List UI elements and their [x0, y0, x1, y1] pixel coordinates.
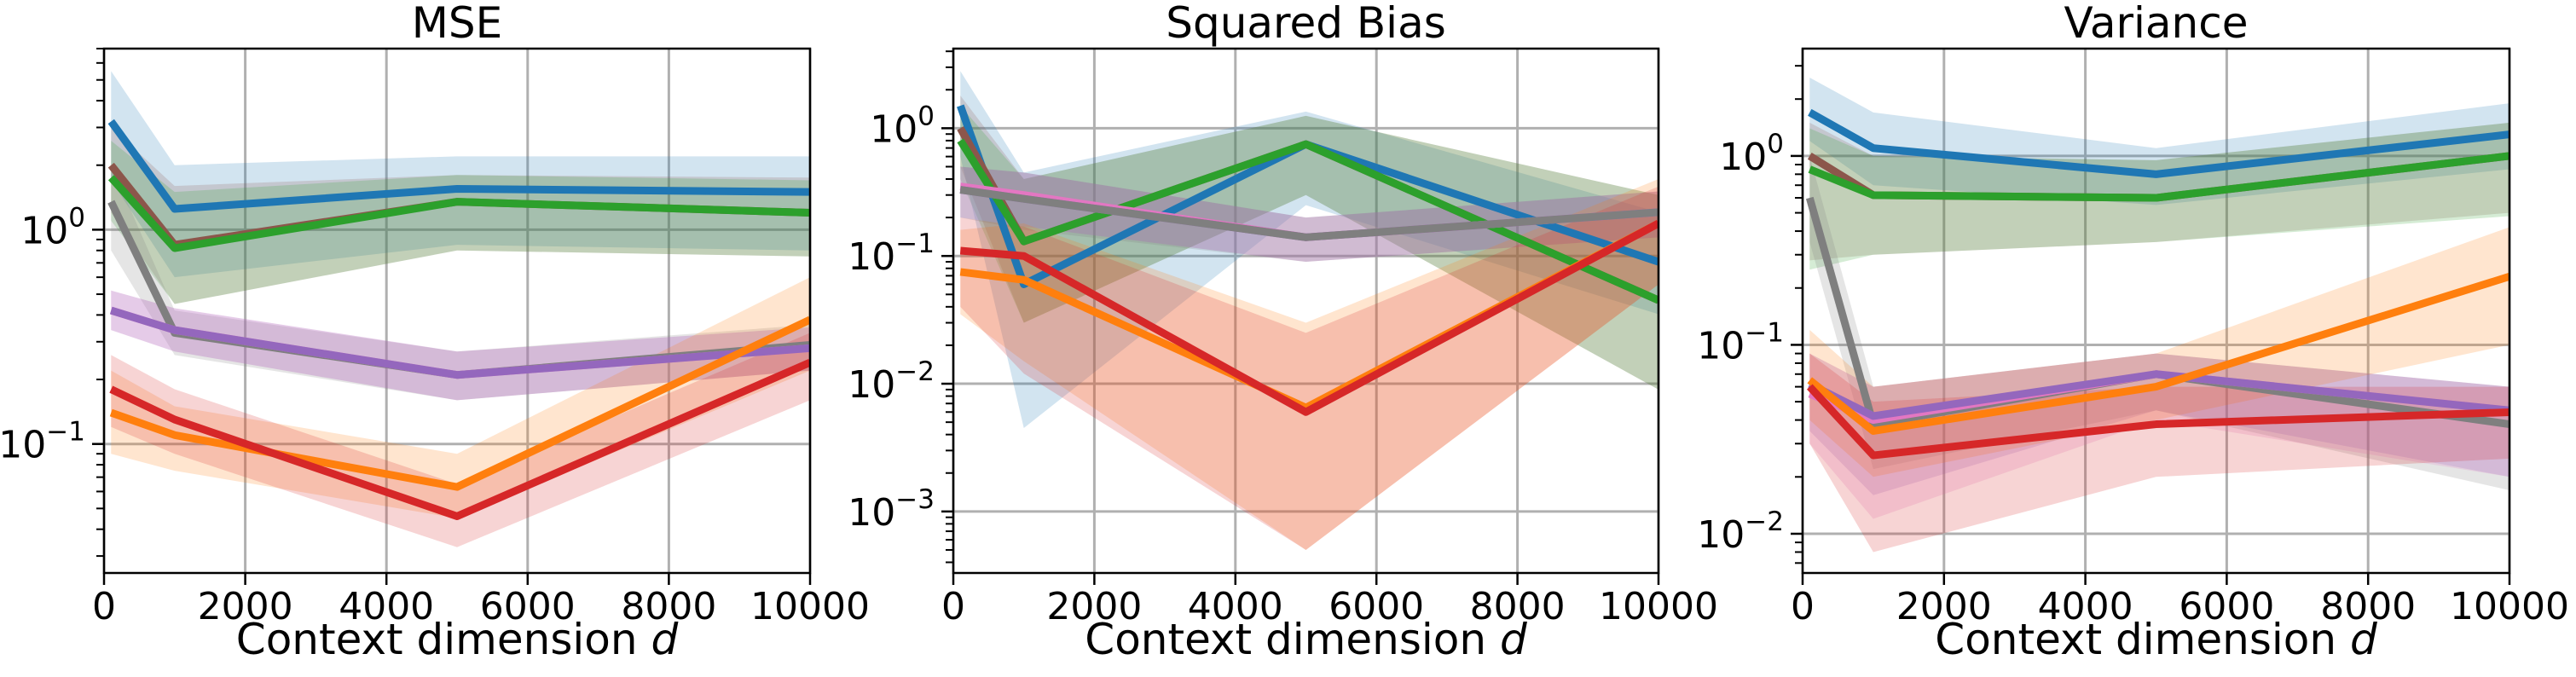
- x-tick-label: 10000: [750, 585, 870, 628]
- x-tick-label: 8000: [2320, 585, 2416, 628]
- series-line-red: [959, 219, 1658, 416]
- confidence-bands: [960, 71, 1658, 550]
- series-line-purple: [109, 306, 810, 379]
- x-tick-label: 6000: [480, 585, 576, 628]
- plot-frame: [1801, 47, 2511, 575]
- x-tick-label: 4000: [1188, 585, 1283, 628]
- band-green: [111, 141, 810, 304]
- x-tick-label: 0: [92, 585, 116, 628]
- x-tick-label: 6000: [1329, 585, 1424, 628]
- x-axis-label: Context dimension d: [1085, 615, 1527, 664]
- series-line-green: [1808, 152, 2509, 202]
- series-line-blue: [107, 119, 810, 213]
- minor-ticks: [946, 50, 953, 564]
- x-tick-label: 4000: [339, 585, 434, 628]
- chart-title: MSE: [412, 0, 502, 48]
- x-tick-label: 8000: [621, 585, 716, 628]
- x-tick-label: 4000: [2038, 585, 2133, 628]
- x-tick-label: 2000: [198, 585, 293, 628]
- chart-panel-1: 0 2000 4000 6000 8000 10000 10−1 100 MSE Context …: [0, 0, 870, 664]
- chart-panel-2: 0 2000 4000 6000 8000 10000 10−3 10−2 10−1 100 Squ…: [848, 0, 1718, 664]
- series-line-purple: [1808, 370, 2509, 420]
- y-tick-label: 10−2: [848, 356, 935, 407]
- chart-title: Squared Bias: [1166, 0, 1446, 48]
- x-tick-label: 8000: [1470, 585, 1566, 628]
- series-lines: [957, 104, 1658, 416]
- series-line-orange: [1807, 273, 2509, 435]
- x-tick-label: 10000: [1599, 585, 1718, 628]
- x-tick-label: 10000: [2450, 585, 2569, 628]
- x-tick-label: 0: [1791, 585, 1815, 628]
- y-tick-label: 10−2: [1697, 506, 1784, 557]
- x-tick-label: 2000: [1896, 585, 1992, 628]
- series-line-gray: [959, 186, 1658, 241]
- band-gray: [111, 165, 810, 401]
- band-gray: [960, 166, 1658, 263]
- band-orange: [960, 179, 1658, 550]
- band-green: [960, 105, 1658, 390]
- y-tick-label: 10−1: [0, 417, 85, 467]
- y-tick-label: 100: [870, 101, 935, 151]
- x-axis-label: Context dimension d: [1935, 615, 2377, 664]
- series-lines: [1805, 108, 2509, 460]
- x-tick-label: 2000: [1046, 585, 1142, 628]
- series-line-red: [1806, 384, 2509, 460]
- chart-panel-3: 0 2000 4000 6000 8000 10000 10−2 10−1 100 Varianc…: [1697, 0, 2569, 664]
- band-brown: [111, 127, 810, 304]
- plot-frame: [952, 47, 1660, 575]
- minor-ticks: [1795, 65, 1803, 564]
- band-blue: [960, 71, 1658, 428]
- y-tick-label: 100: [1719, 129, 1784, 179]
- x-tick-label: 6000: [2179, 585, 2274, 628]
- band-pink: [111, 290, 810, 401]
- minor-ticks: [96, 48, 104, 558]
- band-pink: [960, 166, 1658, 263]
- series-lines: [107, 119, 810, 520]
- y-tick-label: 10−3: [848, 484, 935, 535]
- band-brown: [960, 95, 1658, 390]
- band-red: [111, 333, 810, 547]
- band-purple: [111, 290, 810, 401]
- y-tick-label: 10−1: [1697, 317, 1784, 367]
- plot-frame: [102, 47, 812, 575]
- band-purple: [960, 166, 1658, 263]
- series-line-orange: [109, 315, 810, 491]
- y-tick-label: 10−1: [848, 229, 935, 279]
- series-line-red: [109, 359, 810, 520]
- series-line-blue: [1808, 108, 2509, 178]
- y-tick-label: 100: [20, 202, 85, 252]
- x-tick-label: 0: [941, 585, 965, 628]
- series-line-green: [107, 175, 810, 252]
- band-red: [960, 186, 1658, 550]
- chart-title: Variance: [2064, 0, 2249, 48]
- confidence-bands: [111, 71, 810, 547]
- x-axis-label: Context dimension d: [236, 615, 679, 664]
